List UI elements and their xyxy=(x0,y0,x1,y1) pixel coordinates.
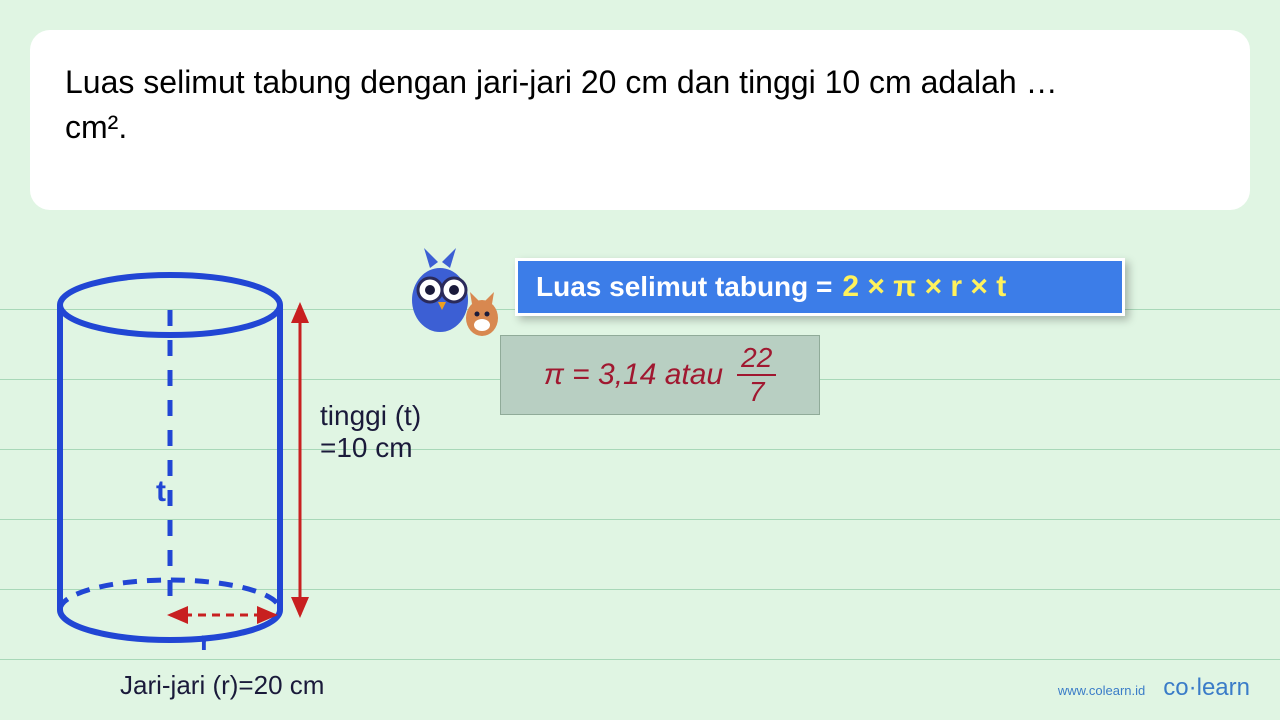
footer-url: www.colearn.id xyxy=(1058,683,1145,698)
question-text: Luas selimut tabung dengan jari-jari 20 … xyxy=(65,60,1215,150)
footer-logo: co·learn xyxy=(1163,674,1250,702)
formula-label: Luas selimut tabung = xyxy=(536,271,832,303)
height-variable-label: t xyxy=(156,475,166,509)
formula-value: 2 × π × r × t xyxy=(842,270,1006,304)
footer: www.colearn.id co·learn xyxy=(1058,674,1250,702)
radius-variable-label: r xyxy=(200,625,211,657)
mascot-icon xyxy=(400,240,510,350)
cylinder-svg xyxy=(50,270,330,670)
pi-text: π = 3,14 atau 22 7 xyxy=(544,344,777,406)
formula-box: Luas selimut tabung = 2 × π × r × t xyxy=(515,258,1125,316)
pi-value-box: π = 3,14 atau 22 7 xyxy=(500,335,820,415)
height-dimension-label: tinggi (t) =10 cm xyxy=(320,400,421,464)
radius-dimension-label: Jari-jari (r)=20 cm xyxy=(120,670,324,701)
cylinder-diagram xyxy=(50,270,300,650)
question-card: Luas selimut tabung dengan jari-jari 20 … xyxy=(30,30,1250,210)
